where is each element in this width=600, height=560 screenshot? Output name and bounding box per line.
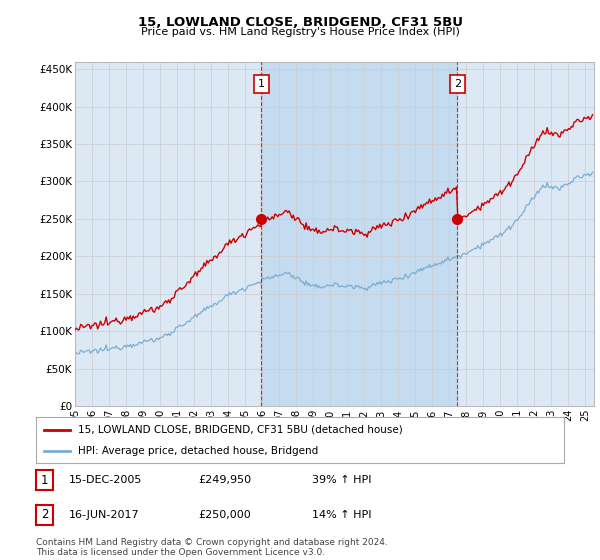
Text: £249,950: £249,950 <box>198 475 251 485</box>
Text: 39% ↑ HPI: 39% ↑ HPI <box>312 475 371 485</box>
Text: 15-DEC-2005: 15-DEC-2005 <box>69 475 142 485</box>
Text: 16-JUN-2017: 16-JUN-2017 <box>69 510 140 520</box>
Bar <box>262 62 457 406</box>
Text: 1: 1 <box>258 79 265 89</box>
Text: Contains HM Land Registry data © Crown copyright and database right 2024.
This d: Contains HM Land Registry data © Crown c… <box>36 538 388 557</box>
Text: 1: 1 <box>41 474 48 487</box>
Text: 2: 2 <box>454 79 461 89</box>
Text: 14% ↑ HPI: 14% ↑ HPI <box>312 510 371 520</box>
Text: HPI: Average price, detached house, Bridgend: HPI: Average price, detached house, Brid… <box>78 446 319 456</box>
Text: 15, LOWLAND CLOSE, BRIDGEND, CF31 5BU (detached house): 15, LOWLAND CLOSE, BRIDGEND, CF31 5BU (d… <box>78 424 403 435</box>
Text: 2: 2 <box>41 508 48 521</box>
Text: 15, LOWLAND CLOSE, BRIDGEND, CF31 5BU: 15, LOWLAND CLOSE, BRIDGEND, CF31 5BU <box>137 16 463 29</box>
Text: Price paid vs. HM Land Registry's House Price Index (HPI): Price paid vs. HM Land Registry's House … <box>140 27 460 37</box>
Text: £250,000: £250,000 <box>198 510 251 520</box>
